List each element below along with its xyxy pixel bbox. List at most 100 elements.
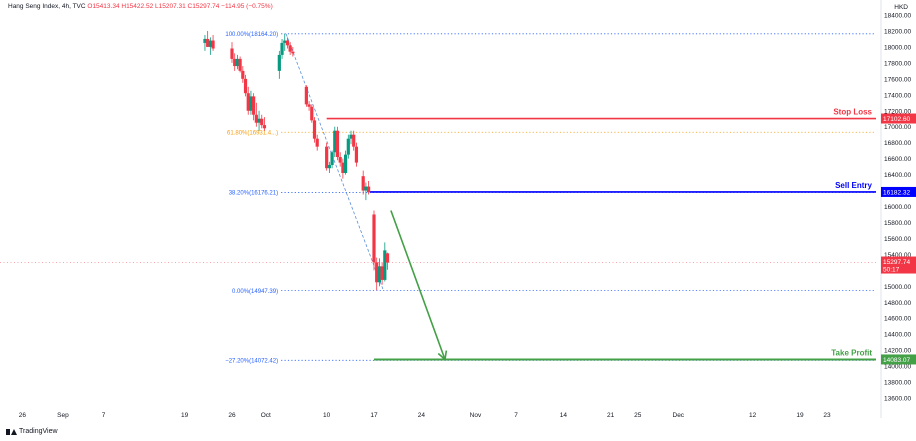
fib-level-label: 0.00%(14947.39) (232, 289, 278, 295)
x-tick-label: 14 (560, 412, 568, 419)
candle-body (243, 78, 248, 94)
x-tick-label: 24 (418, 412, 426, 419)
candle-body (249, 96, 253, 111)
y-tick-label: 16800.00 (884, 140, 911, 147)
close-value: C15297.74 (187, 3, 220, 10)
candle-body (262, 125, 267, 129)
candle-body (338, 157, 342, 163)
x-tick-label: 19 (796, 412, 804, 419)
projection-arrow-head (437, 350, 448, 362)
trade-level-name: Stop Loss (833, 108, 872, 117)
trade-level-tag-text: 17102.60 (883, 116, 910, 123)
candle-body (307, 104, 311, 107)
candle-body (246, 93, 250, 111)
y-tick-label: 14800.00 (884, 300, 911, 307)
trade-level-tag (881, 113, 916, 124)
x-tick-label: 7 (102, 412, 106, 419)
y-tick-label: 16000.00 (884, 204, 911, 211)
x-tick-label: 25 (634, 412, 642, 419)
candle-body (241, 70, 245, 79)
candle-body (233, 58, 237, 67)
y-tick-label: 18400.00 (884, 13, 911, 20)
candle-body (344, 154, 348, 173)
candle-body (361, 176, 365, 191)
change-value: −114.95 (−0.75%) (221, 3, 273, 10)
candle-body (325, 146, 329, 169)
low-value: L15207.31 (155, 3, 186, 10)
candle-body (375, 262, 379, 283)
candle-body (288, 45, 292, 52)
candle-body (254, 114, 258, 123)
y-tick-label: 14200.00 (884, 348, 911, 355)
x-tick-label: 19 (181, 412, 189, 419)
x-tick-label: 21 (607, 412, 615, 419)
trade-level-tag-text: 16182.32 (883, 189, 910, 196)
fib-level-label: −27.20%(14072.42) (225, 359, 278, 365)
y-tick-label: 15400.00 (884, 252, 911, 259)
candle-body (380, 266, 384, 280)
trade-level-tag-text: 14083.07 (883, 357, 910, 364)
candle-body (230, 48, 234, 59)
y-tick-label: 16400.00 (884, 172, 911, 179)
candle-body (238, 58, 242, 71)
candle-body (349, 134, 353, 139)
current-price-tag (881, 256, 916, 274)
x-tick-label: Oct (261, 412, 271, 419)
x-tick-label: 26 (228, 412, 236, 419)
candle-body (310, 106, 314, 121)
candle-body (277, 54, 281, 71)
y-tick-label: 17600.00 (884, 76, 911, 83)
candle-body (366, 186, 371, 193)
candle-body (364, 186, 368, 191)
y-tick-label: 17200.00 (884, 108, 911, 115)
x-tick-label: Sep (57, 412, 69, 419)
current-price-countdown: 50:17 (883, 267, 900, 274)
candle-body (330, 152, 334, 166)
y-tick-label: 13600.00 (884, 396, 911, 403)
candle-body (283, 40, 287, 43)
tradingview-logo[interactable]: TradingView (6, 428, 58, 435)
candle-body (285, 40, 290, 46)
y-tick-label: 18000.00 (884, 44, 911, 51)
x-tick-label: Nov (470, 412, 482, 419)
y-tick-label: 13800.00 (884, 380, 911, 387)
candle-body (252, 96, 256, 115)
y-tick-label: 14600.00 (884, 316, 911, 323)
tradingview-icon (6, 428, 17, 435)
x-tick-label: Dec (673, 412, 685, 419)
candle-body (383, 250, 387, 280)
candle-body (372, 214, 376, 263)
trade-level-tag (881, 186, 916, 197)
candle-body (280, 42, 284, 55)
candle-body (257, 118, 261, 123)
y-tick-label: 16600.00 (884, 156, 911, 163)
open-value: O15413.34 (87, 3, 120, 10)
candle-body (354, 146, 359, 163)
candle-body (377, 266, 382, 283)
x-tick-label: 7 (514, 412, 518, 419)
y-tick-label: 14000.00 (884, 364, 911, 371)
y-tick-label: 18200.00 (884, 28, 911, 35)
y-tick-label: 17400.00 (884, 92, 911, 99)
symbol-header: Hang Seng Index, 4h, TVC O15413.34 H1542… (8, 3, 273, 10)
candle-body (346, 138, 350, 155)
candle-body (235, 58, 240, 67)
symbol-title: Hang Seng Index, 4h, TVC (8, 3, 86, 10)
candle-body (385, 253, 390, 263)
fib-level-label: 100.00%(18164.20) (225, 32, 278, 38)
fib-trend-line (285, 33, 384, 291)
y-tick-label: 14400.00 (884, 332, 911, 339)
x-tick-label: 10 (323, 412, 331, 419)
fib-level-label: 61.80%(16931.4...) (227, 131, 278, 137)
x-tick-label: 12 (749, 412, 757, 419)
y-tick-label: 15600.00 (884, 236, 911, 243)
candle-body (341, 162, 345, 173)
candle-body (211, 40, 215, 49)
candle-body (312, 120, 317, 139)
candle-body (333, 130, 337, 153)
candle-body (291, 51, 295, 54)
projection-arrow-line (390, 210, 446, 360)
y-tick-label: 17800.00 (884, 60, 911, 67)
candle-body (208, 40, 212, 47)
